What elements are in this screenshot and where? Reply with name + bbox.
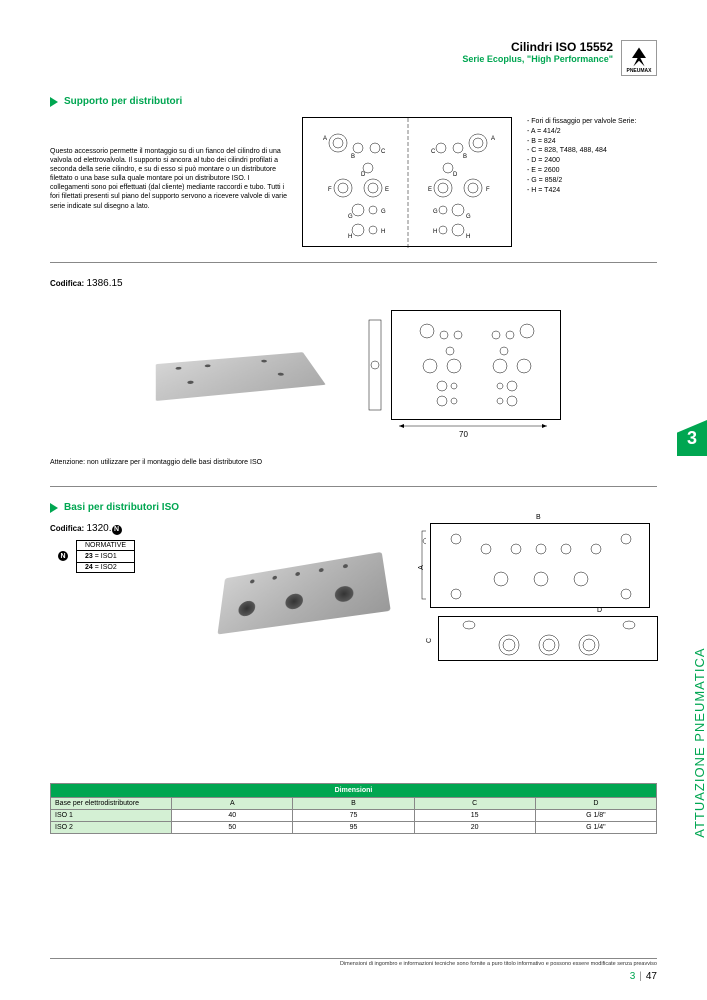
svg-text:C: C — [431, 149, 436, 155]
legend-item: - D = 2400 — [527, 156, 657, 166]
section1-description: Questo accessorio permette il montaggio … — [50, 117, 287, 247]
svg-text:G: G — [348, 214, 353, 220]
tech-drawing-wrapper: 70 — [367, 310, 561, 439]
legend-item: - B = 824 — [527, 137, 657, 147]
side-profile — [367, 310, 385, 420]
manifold-render — [217, 552, 390, 635]
svg-text:H: H — [381, 229, 385, 235]
svg-text:C: C — [381, 149, 386, 155]
svg-text:A: A — [323, 136, 327, 142]
arrow-icon — [50, 97, 58, 107]
divider — [50, 262, 657, 263]
svg-text:E: E — [428, 187, 432, 193]
svg-text:E: E — [385, 187, 389, 193]
footer-page: 3|47 — [50, 971, 657, 982]
svg-text:H: H — [433, 229, 437, 235]
svg-text:H: H — [348, 234, 352, 240]
section3-title-text: Basi per distributori ISO — [64, 502, 179, 513]
normative-table: NORMATIVE N23 = ISO1 24 = ISO2 — [50, 540, 135, 573]
svg-text:B: B — [463, 154, 467, 160]
svg-text:D: D — [453, 172, 458, 178]
table-row: ISO 2 50 95 20 G 1/4" — [51, 822, 657, 834]
svg-text:G: G — [466, 214, 471, 220]
page-title: Cilindri ISO 15552 — [462, 40, 613, 54]
legend-item: - H = T424 — [527, 186, 657, 196]
legend-item: - A = 414/2 — [527, 127, 657, 137]
brand-name: PNEUMAX — [626, 68, 651, 74]
legend-item: - G = 858/2 — [527, 176, 657, 186]
section1-diagram: A B C D F E G G H H A B C D F E G G H H — [302, 117, 512, 247]
svg-text:D: D — [361, 172, 366, 178]
dimensions-table: Dimensioni Base per elettrodistributore … — [50, 783, 657, 834]
divider — [50, 486, 657, 487]
section1-legend: - Fori di fissaggio per valvole Serie: -… — [527, 117, 657, 247]
arrow-icon — [50, 503, 58, 513]
brand-logo: PNEUMAX — [621, 40, 657, 76]
section3-title: Basi per distributori ISO — [50, 502, 657, 513]
svg-text:B: B — [351, 154, 355, 160]
page-subtitle: Serie Ecoplus, "High Performance" — [462, 54, 613, 64]
top-technical-drawing — [391, 310, 561, 420]
svg-text:G: G — [433, 209, 438, 215]
n-badge: N — [112, 525, 122, 535]
svg-text:A: A — [491, 136, 495, 142]
plate-render — [155, 352, 325, 401]
section2-note: Attenzione: non utilizzare per il montag… — [50, 459, 657, 466]
svg-text:G: G — [381, 209, 386, 215]
section1-title-text: Supporto per distributori — [64, 96, 182, 107]
codifica-row-2: Codifica: 1320.N — [50, 523, 180, 535]
codifica-row: Codifica: 1386.15 — [50, 278, 657, 289]
page-footer: Dimensioni di ingombro e informazioni te… — [50, 958, 657, 982]
legend-item: - C = 828, T488, 488, 484 — [527, 146, 657, 156]
footer-disclaimer: Dimensioni di ingombro e informazioni te… — [50, 961, 657, 967]
legend-item: - E = 2600 — [527, 166, 657, 176]
table-row: ISO 1 40 75 15 G 1/8" — [51, 810, 657, 822]
page-header: Cilindri ISO 15552 Serie Ecoplus, "High … — [50, 40, 657, 76]
svg-text:H: H — [466, 234, 470, 240]
legend-title: - Fori di fissaggio per valvole Serie: — [527, 117, 657, 127]
svg-text:F: F — [328, 187, 332, 193]
tech-drawings-iso: B A D C — [420, 523, 650, 661]
section1-title: Supporto per distributori — [50, 96, 657, 107]
side-vertical-text: ATTUAZIONE PNEUMATICA — [692, 648, 707, 838]
svg-text:F: F — [486, 187, 490, 193]
